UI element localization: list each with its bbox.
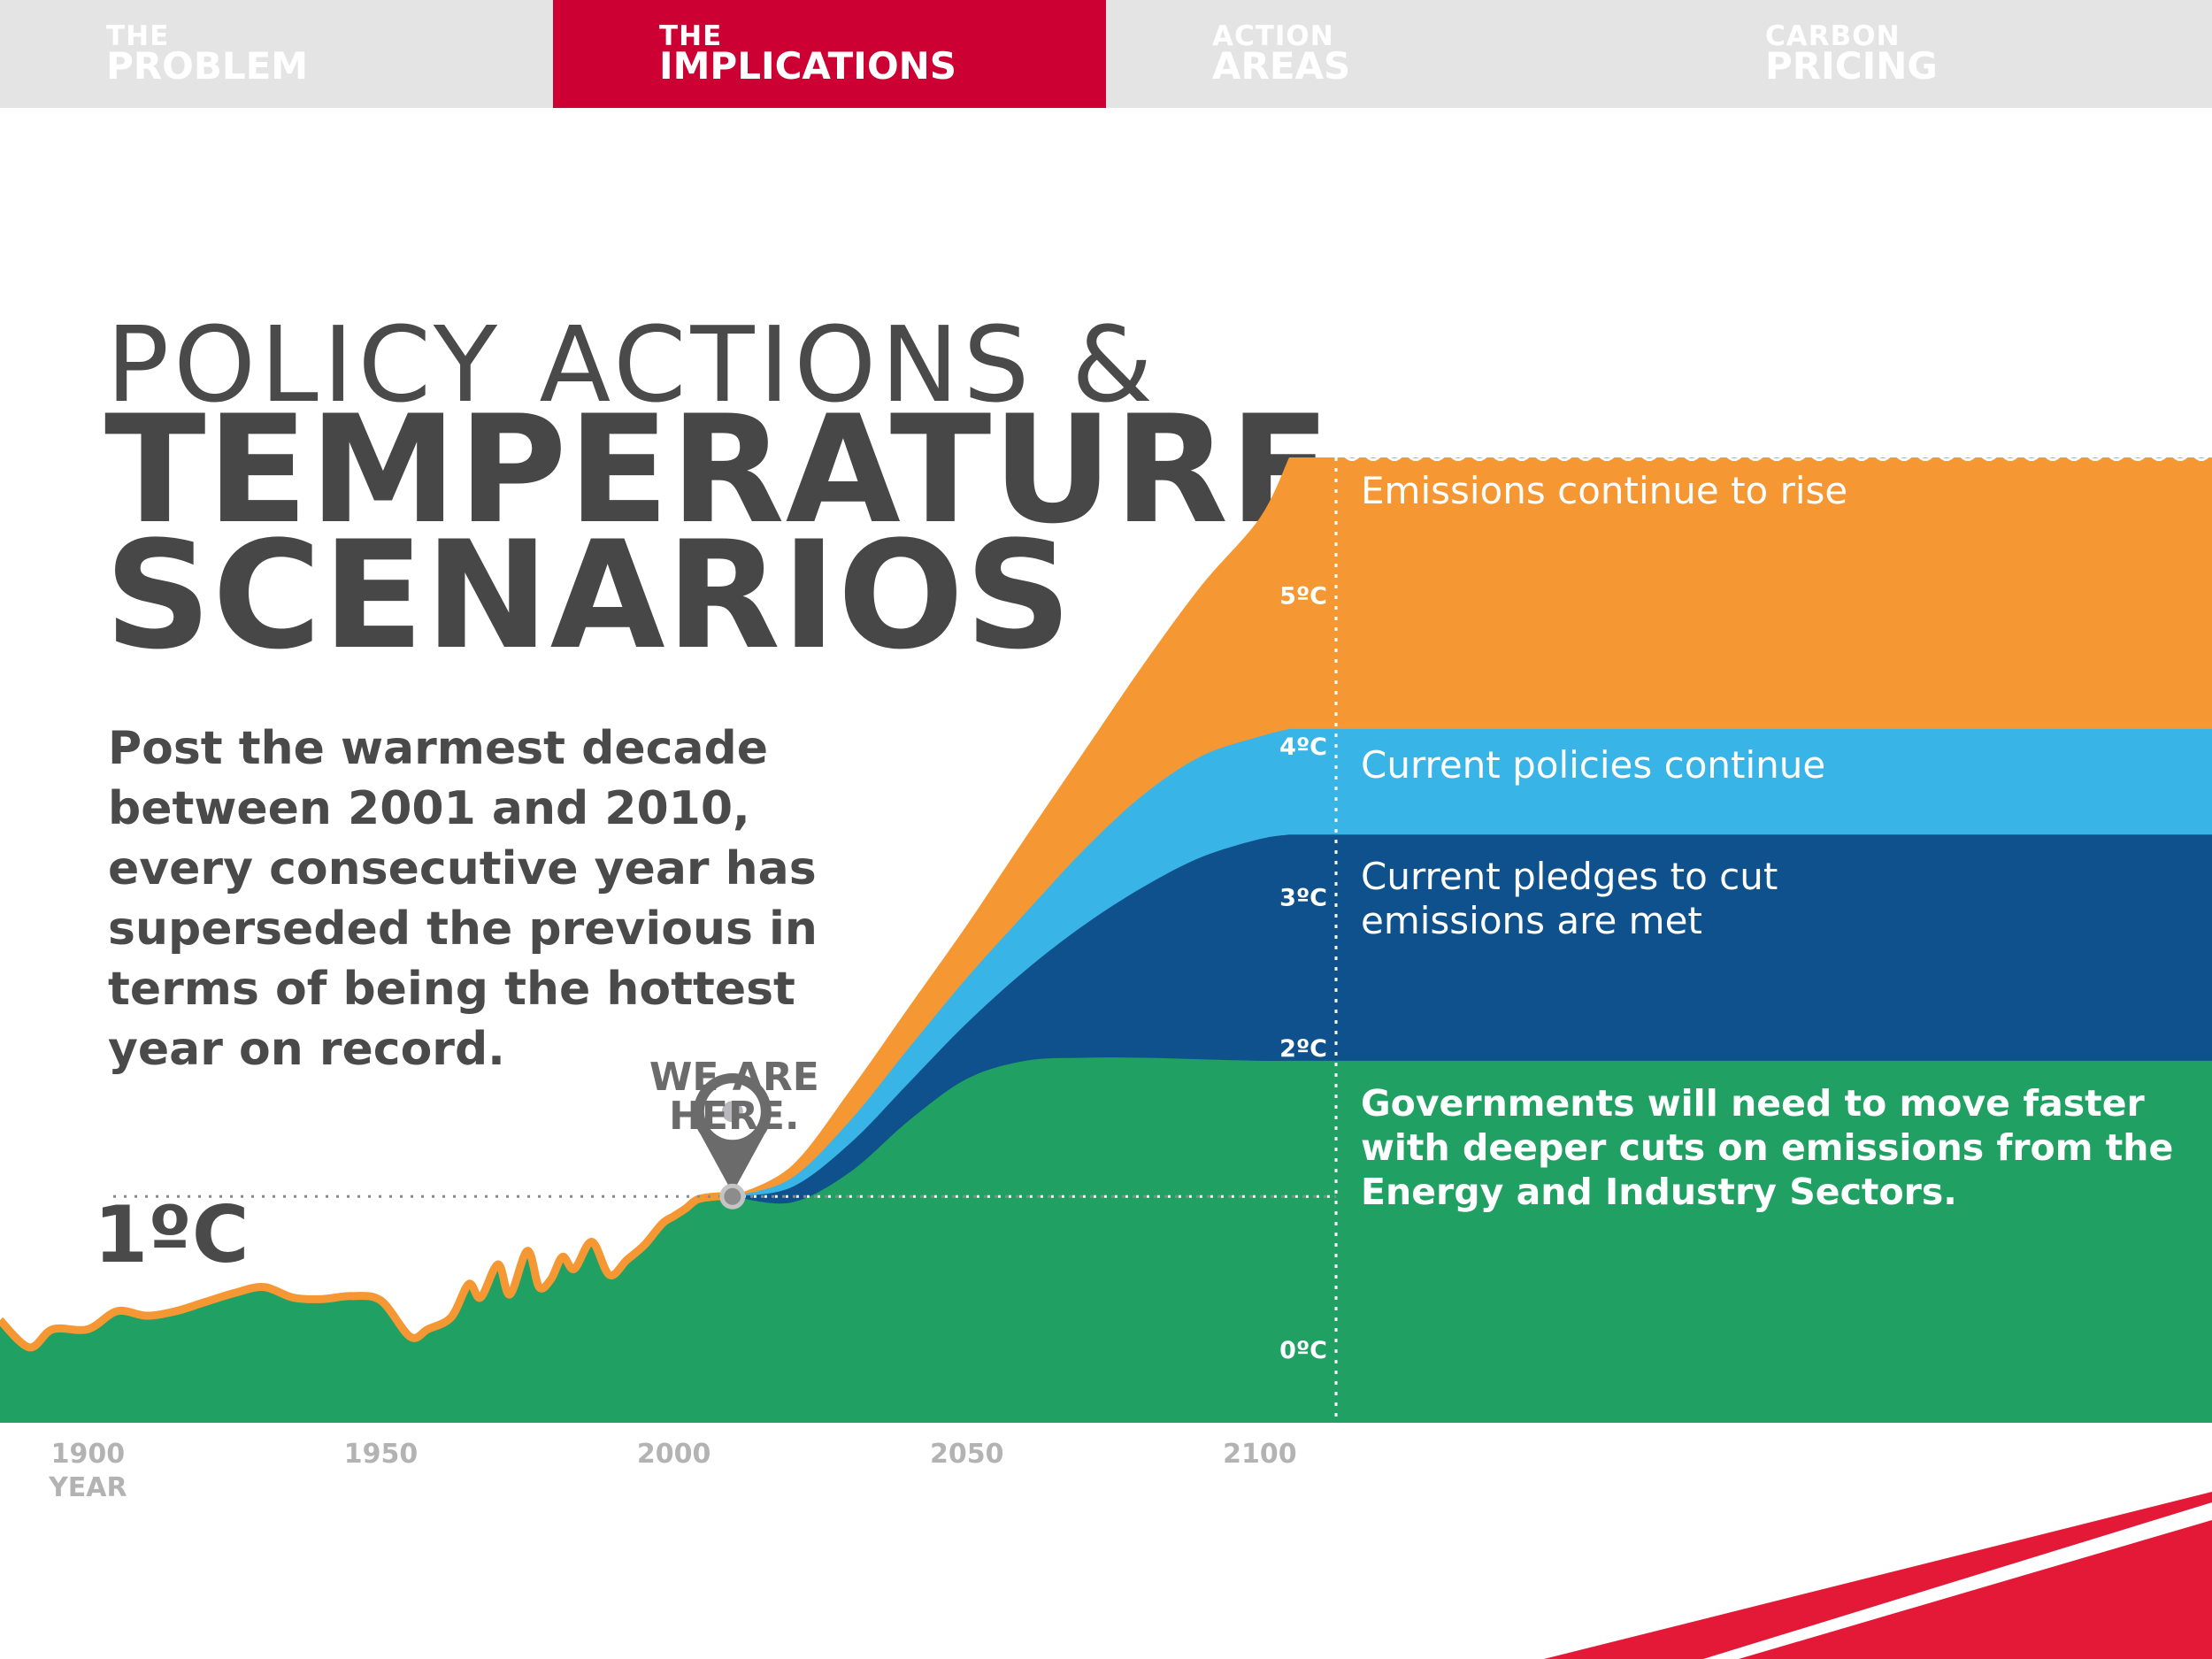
y-tick-label: 5ºC (1279, 582, 1327, 610)
y-tick-label: 0ºC (1279, 1337, 1327, 1364)
area-deeper-cuts (0, 1057, 2212, 1423)
label-current-policies: Current policies continue (1361, 743, 1825, 787)
page-title-line1: POLICY ACTIONS & (106, 303, 1157, 426)
tab-line1: ACTION (1212, 20, 1334, 52)
wavy-edge (1335, 454, 2212, 462)
current-temperature-label: 1ºC (94, 1189, 249, 1280)
chart-overlays: 0ºC 2ºC 3ºC 4ºC 5ºC 1900 1950 2000 2050 2100 YEAR E… (0, 454, 2212, 1659)
x-axis-label: YEAR (48, 1472, 127, 1503)
top-nav: THE PROBLEM THE IMPLICATIONS ACTION AREA… (0, 0, 2212, 108)
y-tick-label: 4ºC (1279, 733, 1327, 761)
tab-line2: PROBLEM (106, 44, 309, 88)
tab-carbon-pricing[interactable]: CARBON PRICING (1659, 0, 2212, 108)
tab-line1: THE (106, 20, 170, 52)
page-title-line3: SCENARIOS (104, 509, 1073, 682)
location-pin-icon (693, 1073, 772, 1210)
tab-line2: IMPLICATIONS (659, 44, 957, 88)
tab-line2: AREAS (1212, 44, 1351, 88)
corner-stripe-wide (1739, 1520, 2212, 1659)
tab-line1: CARBON (1765, 20, 1901, 52)
corner-stripe-thin (1544, 1492, 2212, 1659)
page-title-line2: TEMPERATURE (104, 383, 1332, 557)
page-title-main: TEMPERATURE SCENARIOS (104, 383, 1332, 682)
y-tick-label: 3ºC (1279, 884, 1327, 911)
x-tick-label: 1950 (344, 1439, 419, 1470)
chart-areas (0, 457, 2212, 1423)
label-deeper-cuts: Governments will need to move faster with… (1361, 1082, 2173, 1213)
x-tick-label: 2050 (930, 1439, 1004, 1470)
history-line (0, 1192, 733, 1352)
tab-the-problem[interactable]: THE PROBLEM (0, 0, 553, 108)
x-tick-label: 1900 (51, 1439, 126, 1470)
x-tick-label: 2000 (637, 1439, 711, 1470)
we-are-here-label: WE ARE HERE. (649, 1055, 819, 1139)
label-emissions-rise: Emissions continue to rise (1361, 469, 1847, 512)
intro-paragraph: Post the warmest decade between 2001 and… (108, 722, 818, 1076)
tab-line1: THE (659, 20, 723, 52)
tab-the-implications[interactable]: THE IMPLICATIONS (553, 0, 1106, 108)
tab-line2: PRICING (1765, 44, 1938, 88)
y-tick-label: 2ºC (1279, 1035, 1327, 1063)
tab-action-areas[interactable]: ACTION AREAS (1106, 0, 1659, 108)
x-tick-label: 2100 (1223, 1439, 1297, 1470)
label-pledges-met: Current pledges to cut emissions are met (1361, 855, 1778, 942)
